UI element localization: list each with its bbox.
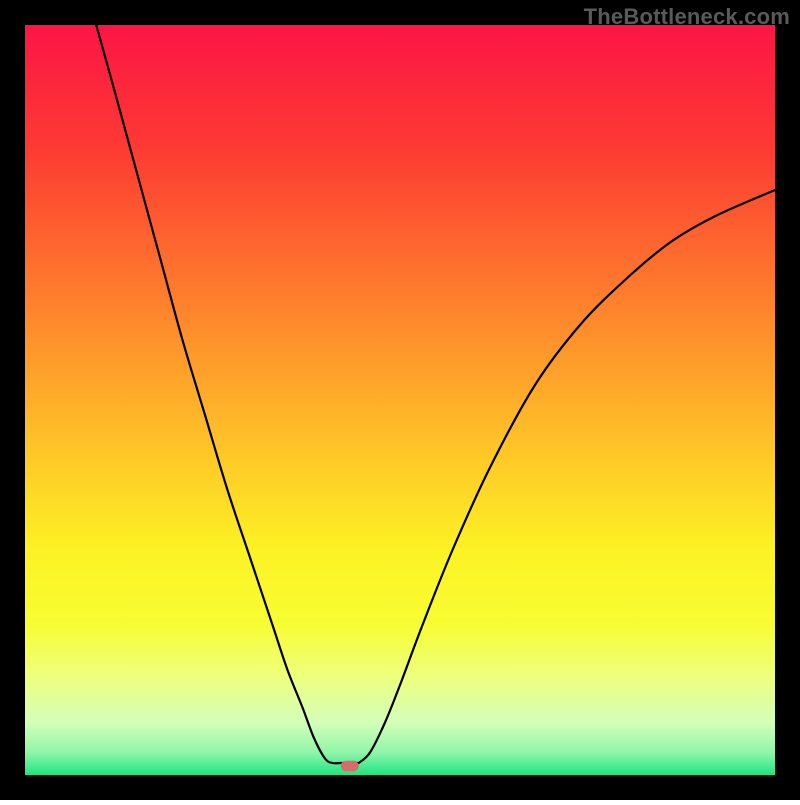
bottleneck-chart: [0, 0, 800, 800]
chart-plot-area: [25, 25, 775, 775]
chart-svg: [0, 0, 800, 800]
optimal-marker: [341, 761, 359, 772]
watermark-text: TheBottleneck.com: [584, 4, 790, 30]
